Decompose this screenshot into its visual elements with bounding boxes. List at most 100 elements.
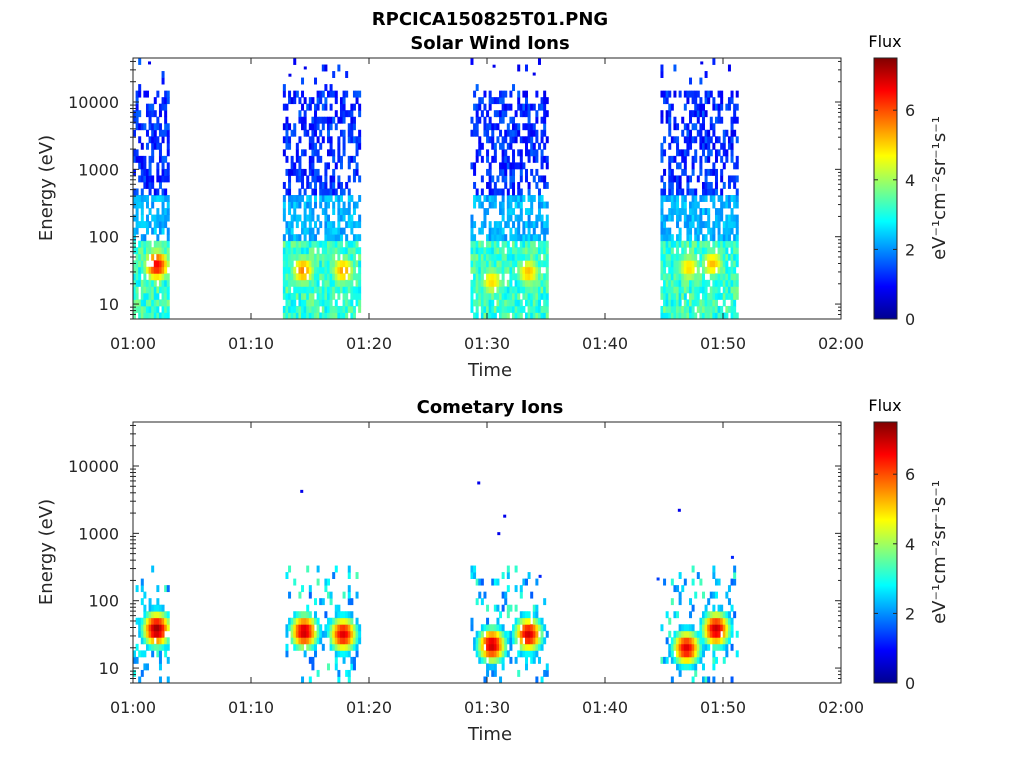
heatmap-cell (135, 155, 139, 163)
heatmap-cell (164, 286, 168, 294)
heatmap-cell (735, 136, 739, 144)
heatmap-cell (686, 312, 690, 320)
heatmap-cell (308, 611, 312, 619)
heatmap-cell (151, 604, 155, 612)
heatmap-cell (321, 260, 325, 268)
heatmap-cell (496, 656, 500, 664)
heatmap-cell (676, 162, 680, 170)
heatmap-cell (140, 312, 144, 320)
heatmap-cell (140, 234, 144, 242)
heatmap-cell (496, 578, 500, 586)
heatmap-cell (501, 234, 505, 242)
heatmap-cell (660, 253, 664, 261)
heatmap-cell (725, 286, 729, 294)
heatmap-cell (501, 201, 505, 209)
heatmap-cell (712, 650, 716, 658)
heatmap-cell (522, 123, 526, 131)
heatmap-cell (138, 90, 142, 98)
heatmap-cell (501, 208, 505, 215)
heatmap-cell (350, 195, 354, 202)
heatmap-cell (506, 221, 510, 229)
heatmap-cell (138, 650, 142, 658)
heatmap-cell (321, 266, 325, 274)
heatmap-cell (522, 234, 526, 242)
heatmap-cell (347, 260, 351, 268)
heatmap-cell (668, 253, 672, 261)
heatmap-cell (345, 305, 349, 313)
heatmap-cell (683, 292, 687, 300)
heatmap-cell (512, 253, 516, 261)
heatmap-cell (316, 253, 320, 261)
heatmap-cell (358, 142, 362, 150)
heatmap-cell (282, 149, 286, 157)
heatmap-cell (480, 260, 484, 268)
heatmap-cell (352, 175, 356, 183)
heatmap-cell (683, 266, 687, 274)
heatmap-cell (164, 637, 168, 645)
heatmap-cell (670, 286, 674, 294)
heatmap-cell (324, 84, 328, 92)
heatmap-cell (145, 312, 149, 320)
heatmap-cell (337, 149, 341, 157)
heatmap-cell (691, 663, 695, 671)
heatmap-cell (293, 201, 297, 209)
heatmap-cell (733, 162, 737, 170)
heatmap-cell (161, 208, 165, 215)
heatmap-cell (532, 299, 536, 307)
heatmap-cell (480, 286, 484, 294)
heatmap-cell (350, 227, 354, 235)
heatmap-cell (668, 305, 672, 313)
heatmap-cell (303, 286, 307, 294)
heatmap-cell (696, 175, 700, 183)
heatmap-cell (345, 90, 349, 98)
heatmap-cell (288, 136, 292, 144)
heatmap-cell (665, 90, 669, 98)
heatmap-cell (704, 188, 708, 196)
heatmap-cell (140, 585, 144, 593)
heatmap-cell (308, 273, 312, 281)
heatmap-cell (537, 195, 541, 202)
heatmap-cell (161, 129, 165, 137)
heatmap-cell (689, 598, 693, 606)
heatmap-cell (512, 208, 516, 215)
heatmap-cell (311, 247, 315, 255)
heatmap-cell (691, 136, 695, 144)
heatmap-cell (334, 656, 338, 664)
heatmap-cell (151, 624, 155, 632)
heatmap-cell (663, 299, 667, 307)
heatmap-cell (691, 214, 695, 222)
heatmap-cell (519, 617, 523, 625)
heatmap-cell (733, 234, 737, 242)
heatmap-cell (543, 175, 547, 183)
heatmap-cell (324, 279, 328, 287)
heatmap-cell (161, 286, 165, 294)
heatmap-cell (350, 292, 354, 300)
heatmap-cell (143, 611, 147, 619)
heatmap-cell (707, 299, 711, 307)
heatmap-cell (696, 266, 700, 274)
heatmap-cell (161, 221, 165, 229)
heatmap-cell (161, 188, 165, 196)
heatmap-cell (308, 227, 312, 235)
heatmap-cell (727, 611, 731, 619)
heatmap-cell (345, 630, 349, 638)
heatmap-cell (676, 208, 680, 215)
heatmap-cell (483, 299, 487, 307)
heatmap-cell (545, 266, 549, 274)
heatmap-cell (319, 181, 323, 189)
heatmap-cell (512, 273, 516, 281)
heatmap-cell (491, 253, 495, 261)
heatmap-cell (712, 292, 716, 300)
heatmap-cell (499, 162, 503, 170)
heatmap-cell (298, 195, 302, 202)
heatmap-cell (153, 266, 157, 274)
heatmap-cell (506, 162, 510, 170)
heatmap-cell (509, 168, 513, 176)
heatmap-cell (535, 136, 539, 144)
heatmap-cell (158, 123, 162, 131)
heatmap-cell (725, 305, 729, 313)
heatmap-cell (663, 312, 667, 320)
heatmap-cell (514, 617, 518, 625)
heatmap-cell (537, 279, 541, 287)
heatmap-cell (285, 129, 289, 137)
